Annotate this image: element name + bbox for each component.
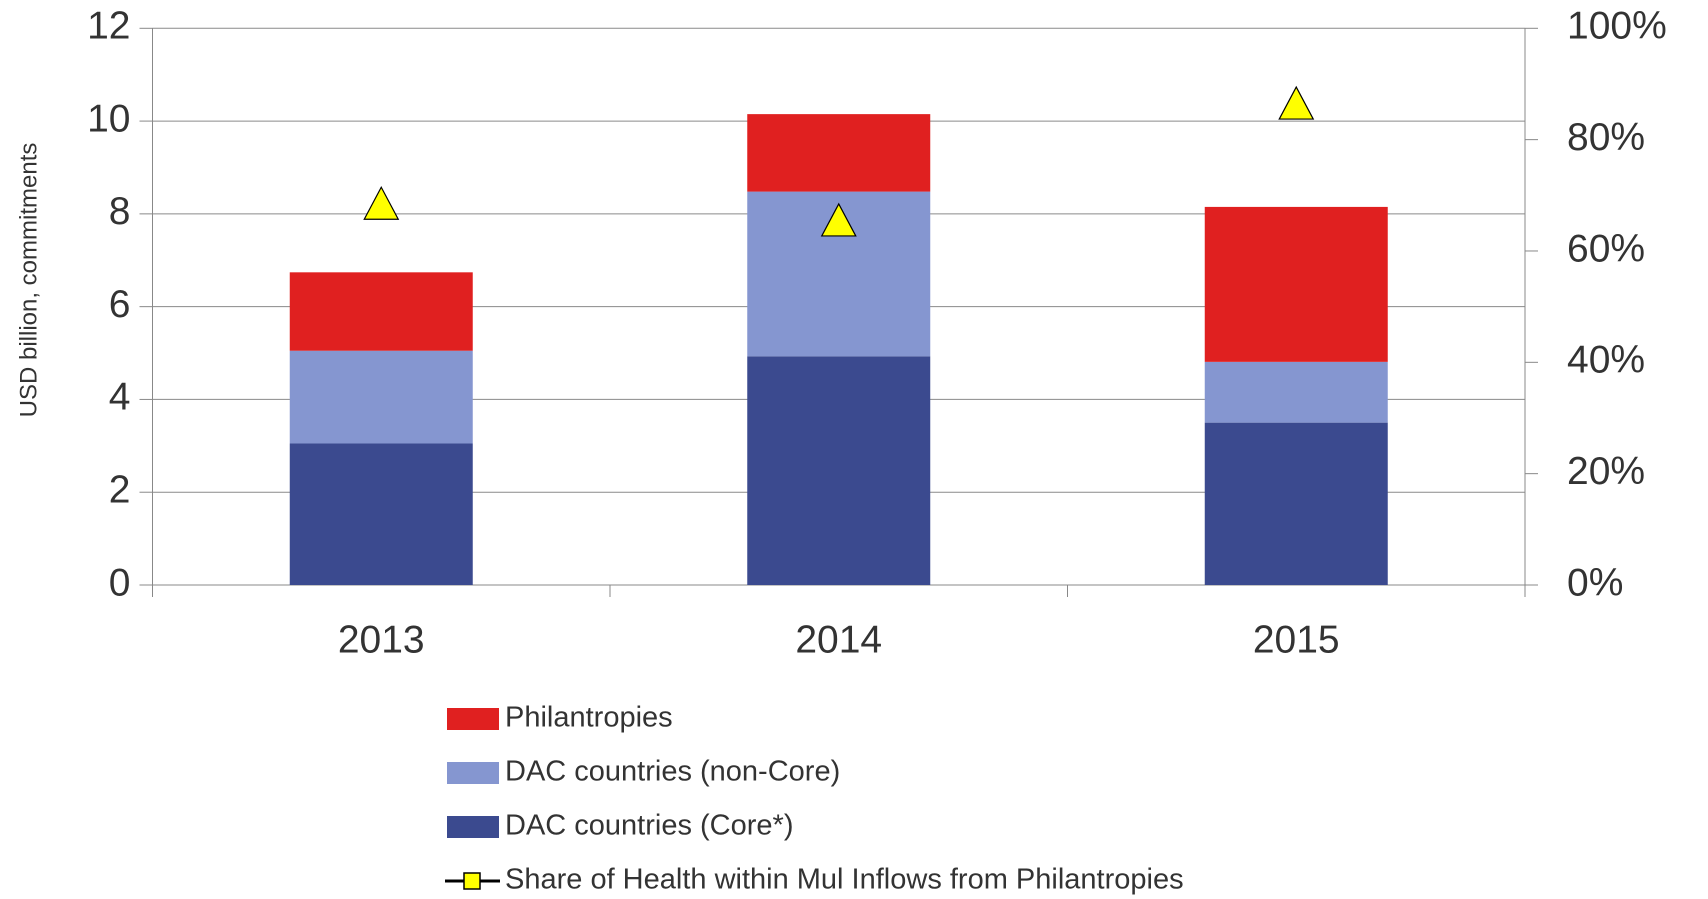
y2-tick-label: 60% (1567, 227, 1645, 270)
x-tick-label: 2014 (795, 618, 882, 661)
bar (1204, 422, 1388, 585)
legend-swatch (447, 708, 499, 730)
x-tick-label: 2013 (338, 618, 425, 661)
y-tick-label: 2 (109, 469, 131, 512)
y2-tick-label: 100% (1567, 5, 1667, 48)
y-tick-label: 6 (109, 283, 131, 326)
bar (289, 272, 473, 351)
marker (1278, 85, 1315, 120)
bar (747, 356, 931, 585)
marker (363, 185, 400, 220)
legend-label: Philantropies (505, 702, 673, 734)
legend-label: Share of Health within Mul Inflows from … (505, 864, 1184, 896)
bar (289, 350, 473, 444)
y-tick-label: 0 (109, 561, 131, 604)
y-tick-label: 8 (109, 190, 131, 233)
bar (289, 443, 473, 585)
y2-tick-label: 0% (1567, 561, 1623, 604)
y-tick-label: 12 (87, 5, 130, 48)
legend-marker (463, 872, 481, 890)
legend-swatch (447, 762, 499, 784)
y-tick-label: 4 (109, 376, 131, 419)
marker (820, 202, 857, 237)
bar (1204, 361, 1388, 423)
bar (1204, 206, 1388, 362)
legend-label: DAC countries (Core*) (505, 810, 793, 842)
y2-tick-label: 40% (1567, 339, 1645, 382)
bar (747, 114, 931, 192)
x-tick-label: 2015 (1253, 618, 1340, 661)
legend-label: DAC countries (non-Core) (505, 756, 840, 788)
legend-swatch (447, 816, 499, 838)
y-tick-label: 10 (87, 97, 130, 140)
y2-tick-label: 20% (1567, 450, 1645, 493)
y-axis-label: USD billion, commitments (15, 143, 42, 418)
y2-tick-label: 80% (1567, 116, 1645, 159)
